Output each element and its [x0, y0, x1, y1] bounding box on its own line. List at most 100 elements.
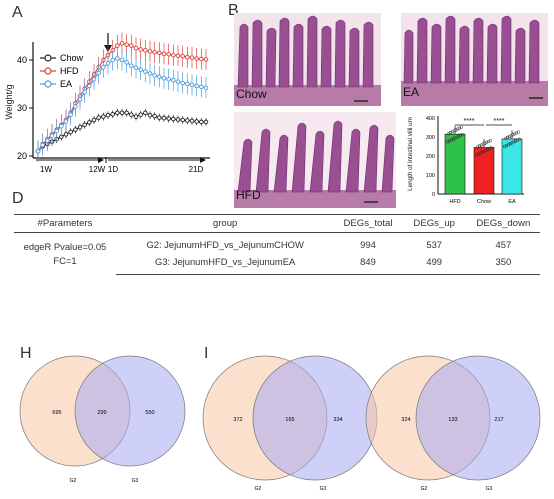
x-tick-label-21d: 21D [189, 165, 204, 174]
bar-dot-ea [508, 142, 512, 146]
data-point-chow [143, 110, 148, 116]
data-point-chow [175, 117, 181, 122]
bar-dot-chow [481, 142, 485, 146]
data-point-chow [68, 129, 73, 135]
y-tick-label-30: 30 [17, 103, 27, 113]
table-row: edgeR Pvalue=0.05 FC=1 G2: JejunumHFD_vs… [14, 233, 540, 266]
data-point-ea [49, 133, 55, 139]
data-point-ea [133, 65, 139, 70]
bar-dot-chow [488, 138, 492, 143]
data-point-ea [87, 83, 92, 89]
legend-label-ea: EA [60, 79, 72, 89]
bar-dot-hfd [456, 134, 461, 138]
villi-x-label-ea: EA [508, 199, 516, 205]
legend-label-chow: Chow [60, 53, 84, 63]
venn-h-middle-count: 299 [97, 410, 106, 416]
deg-table-header: #Parameters group DEGs_total DEGs_up DEG… [14, 214, 540, 233]
bar-dot-ea [503, 144, 507, 149]
panel-letter-h: H [20, 345, 32, 362]
weight-chart: Weight/g 40 30 20 1W 12W 1D 21D Chow HFD… [4, 32, 210, 174]
venn-i2-left-count: 324 [401, 417, 410, 423]
bar-dot-chow [475, 153, 479, 157]
bar-dot-chow [482, 149, 486, 154]
bar-dot-chow [478, 151, 483, 155]
villi-bars [444, 125, 523, 195]
data-point-hfd [133, 45, 139, 51]
venn-i2-middle-count: 133 [448, 417, 457, 423]
data-point-ea [185, 81, 190, 87]
venn-diagrams: 695 299 550 G2 G3 372 165 334 G2 G3 324 … [19, 355, 541, 492]
histology-label-chow: Chow [236, 87, 267, 101]
bar-dot-hfd [454, 128, 458, 132]
y-tick-label-20: 20 [17, 151, 27, 161]
data-point-ea [63, 119, 69, 124]
data-point-ea [40, 142, 45, 148]
villi-bar-chart: Length of intestinal villi um 400 300 20… [398, 108, 550, 210]
data-point-ea [189, 82, 195, 88]
data-point-ea [129, 63, 134, 69]
data-point-ea [124, 60, 129, 65]
up-cell: 499 [401, 252, 467, 275]
data-point-chow [105, 112, 111, 118]
histology-drawing-chow [234, 13, 381, 106]
data-point-ea [180, 80, 185, 86]
data-point-ea [96, 70, 101, 76]
data-point-ea [110, 57, 115, 63]
header-degs-down: DEGs_down [466, 214, 540, 233]
bar-dot-chow [477, 144, 482, 148]
sig-label-1: **** [464, 118, 475, 125]
data-point-chow [96, 115, 101, 120]
bar-dot-ea [505, 135, 510, 140]
bar-dot-chow [487, 146, 492, 151]
bar-dot-hfd [451, 137, 455, 141]
data-point-ea [105, 61, 111, 66]
bar-dot-ea [509, 134, 513, 138]
bar-dot-chow [483, 141, 487, 145]
bar-dot-chow [486, 139, 491, 144]
data-point-chow [87, 120, 92, 125]
data-point-ea [203, 85, 209, 91]
data-point-ea [35, 148, 41, 154]
histology-label-ea: EA [403, 85, 420, 99]
legend-marker-chow [44, 54, 52, 62]
data-point-hfd [143, 48, 148, 53]
data-point-chow [138, 112, 143, 117]
data-point-ea [175, 79, 181, 84]
data-point-hfd [166, 51, 171, 57]
x-tick-label-12w: 12W [89, 165, 106, 174]
data-point-chow [185, 118, 190, 123]
data-point-hfd [180, 53, 185, 59]
venn-h-label-g2: G2 [70, 478, 77, 484]
data-point-ea [171, 77, 176, 83]
data-point-chow [119, 110, 125, 116]
data-point-chow [157, 115, 162, 120]
table-row: G3: JejunumHFD_vs_JejunumEA 849 499 350 [14, 252, 540, 275]
bar-dot-ea [514, 131, 519, 135]
venn-i2-circle-g3 [415, 355, 541, 481]
histology-drawing-ea [401, 13, 548, 106]
data-point-ea [45, 138, 50, 143]
data-point-hfd [194, 56, 199, 61]
venn-h-circle-g3 [74, 355, 186, 467]
histology-image-chow: Chow [234, 13, 381, 106]
bar-dot-hfd [448, 130, 453, 135]
bar-dot-chow [480, 150, 484, 154]
data-point-ea [152, 73, 157, 78]
data-point-hfd [147, 49, 153, 54]
series-line-chow [37, 112, 206, 152]
bar-dot-hfd [450, 130, 454, 134]
histology-drawing-hfd [234, 112, 396, 208]
data-point-chow [73, 127, 78, 132]
bar-dot-ea [504, 136, 508, 141]
header-group: group [115, 214, 335, 233]
header-degs-total: DEGs_total [334, 214, 402, 233]
data-point-hfd [157, 50, 162, 56]
bar-dot-ea [511, 132, 515, 137]
data-point-ea [138, 67, 143, 72]
histology-label-hfd: HFD [236, 188, 261, 202]
data-point-ea [119, 57, 125, 63]
data-point-hfd [203, 57, 209, 62]
deg-table: #Parameters group DEGs_total DEGs_up DEG… [14, 214, 540, 275]
data-point-hfd [129, 43, 134, 48]
bar-dot-ea [516, 130, 520, 134]
